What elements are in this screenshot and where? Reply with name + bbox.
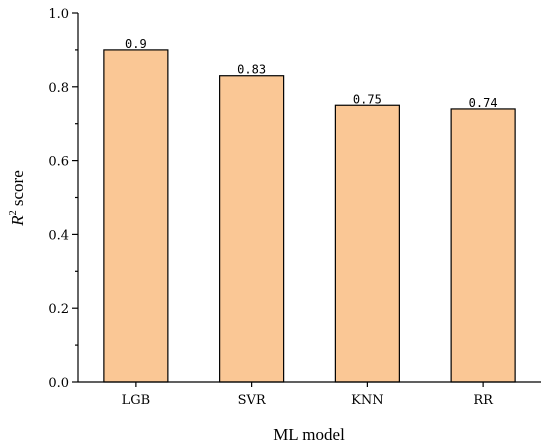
bar-svr	[219, 75, 285, 383]
y-tick-label: 1.0	[48, 7, 69, 22]
data-labels-group: 0.9 0.83 0.75 0.74	[125, 37, 498, 110]
data-label-rr: 0.74	[469, 96, 498, 110]
bar-knn	[334, 104, 400, 383]
x-ticks-group: LGB SVR KNN RR	[122, 382, 494, 408]
y-tick-label: 0.4	[48, 228, 69, 243]
bars-group	[103, 49, 516, 383]
bar-rr	[450, 108, 516, 383]
x-tick-label-rr: RR	[473, 393, 494, 408]
x-tick-label-knn: KNN	[351, 393, 383, 408]
bar-lgb	[103, 49, 169, 383]
y-ticks-group: 0.0 0.2 0.4 0.6 0.8 1.0	[48, 7, 78, 391]
x-axis-title: ML model	[273, 425, 345, 444]
y-axis-title-superscript: 2	[8, 210, 19, 215]
y-tick-label: 0.6	[48, 155, 69, 170]
data-label-lgb: 0.9	[125, 37, 147, 51]
y-axis-title-main: R	[8, 215, 27, 227]
y-tick-label: 0.0	[48, 376, 69, 391]
y-axis-title: R2 score	[8, 170, 27, 227]
data-label-knn: 0.75	[353, 92, 382, 106]
x-tick-label-lgb: LGB	[122, 393, 151, 408]
data-label-svr: 0.83	[237, 63, 266, 77]
y-tick-label: 0.2	[48, 302, 69, 317]
y-axis-title-rest: score	[8, 170, 27, 210]
x-tick-label-svr: SVR	[238, 393, 267, 408]
y-tick-label: 0.8	[48, 81, 69, 96]
